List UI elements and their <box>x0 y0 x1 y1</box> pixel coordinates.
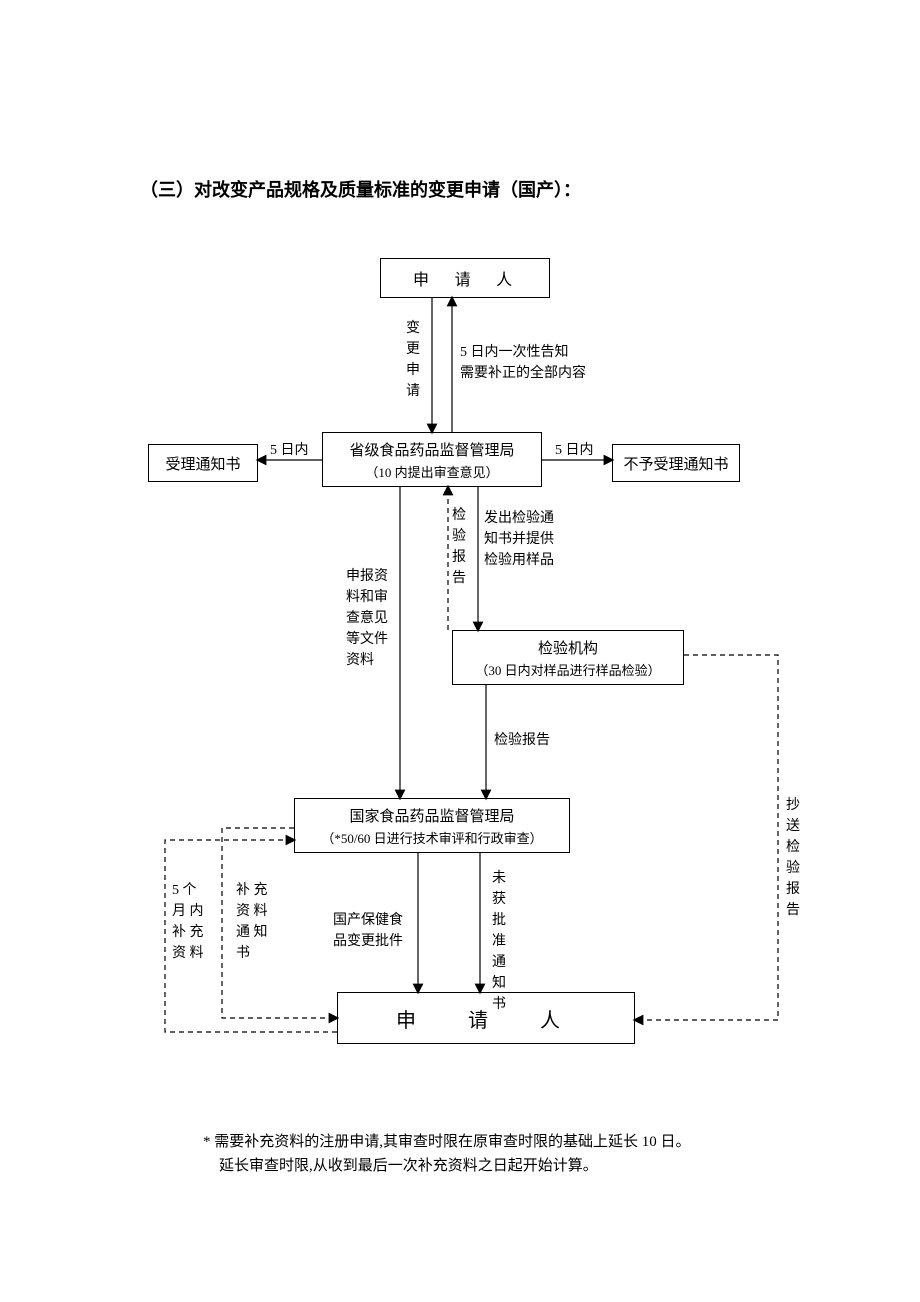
node-label: 受理通知书 <box>165 453 240 474</box>
node-applicant-bottom: 申 请 人 <box>337 992 635 1044</box>
node-applicant-top: 申 请 人 <box>380 258 550 298</box>
footnote-line1: * 需要补充资料的注册申请,其审查时限在原审查时限的基础上延长 10 日。 <box>203 1130 691 1154</box>
footnote: * 需要补充资料的注册申请,其审查时限在原审查时限的基础上延长 10 日。 延长… <box>203 1130 691 1178</box>
section-title: （三）对改变产品规格及质量标准的变更申请（国产）： <box>140 176 581 202</box>
node-label: 国家食品药品监督管理局 <box>349 805 514 826</box>
node-sublabel: （30 日内对样品进行样品检验） <box>475 660 660 679</box>
node-label: 不予受理通知书 <box>623 453 728 474</box>
label-five-months: 5 个 月 内 补 充 资 料 <box>172 880 204 964</box>
footnote-line2: 延长审查时限,从收到最后一次补充资料之日起开始计算。 <box>203 1154 691 1178</box>
label-domestic-approval: 国产保健食 品变更批件 <box>333 910 403 952</box>
node-label: 申 请 人 <box>413 266 517 290</box>
label-report-materials: 申报资 料和审 查意见 等文件 资料 <box>346 566 388 671</box>
label-inspect-report-up: 检 验 报 告 <box>452 505 466 589</box>
node-label: 检验机构 <box>538 637 598 658</box>
node-reject-notice: 不予受理通知书 <box>612 444 740 482</box>
label-change-app: 变 更 申 请 <box>406 318 420 402</box>
label-left-5day: 5 日内 <box>270 440 309 461</box>
node-sublabel: （10 内提出审查意见） <box>365 462 498 481</box>
label-copy-report: 抄 送 检 验 报 告 <box>786 795 800 921</box>
node-label: 申 请 人 <box>396 1004 576 1033</box>
node-inspection-org: 检验机构 （30 日内对样品进行样品检验） <box>452 630 684 685</box>
node-sublabel: （*50/60 日进行技术审评和行政审查） <box>321 828 542 847</box>
label-issue-notice: 发出检验通 知书并提供 检验用样品 <box>484 508 554 571</box>
label-inspect-report-down: 检验报告 <box>494 730 550 751</box>
label-supplement-notice: 补 充 资 料 通 知 书 <box>236 880 268 964</box>
label-inform-5day: 5 日内一次性告知 需要补正的全部内容 <box>460 342 586 384</box>
node-national: 国家食品药品监督管理局 （*50/60 日进行技术审评和行政审查） <box>294 798 570 853</box>
label-right-5day: 5 日内 <box>555 440 594 461</box>
node-provincial: 省级食品药品监督管理局 （10 内提出审查意见） <box>322 432 542 487</box>
label-not-approved: 未 获 批 准 通 知 书 <box>492 868 506 1015</box>
node-accept-notice: 受理通知书 <box>148 444 258 482</box>
node-label: 省级食品药品监督管理局 <box>349 439 514 460</box>
